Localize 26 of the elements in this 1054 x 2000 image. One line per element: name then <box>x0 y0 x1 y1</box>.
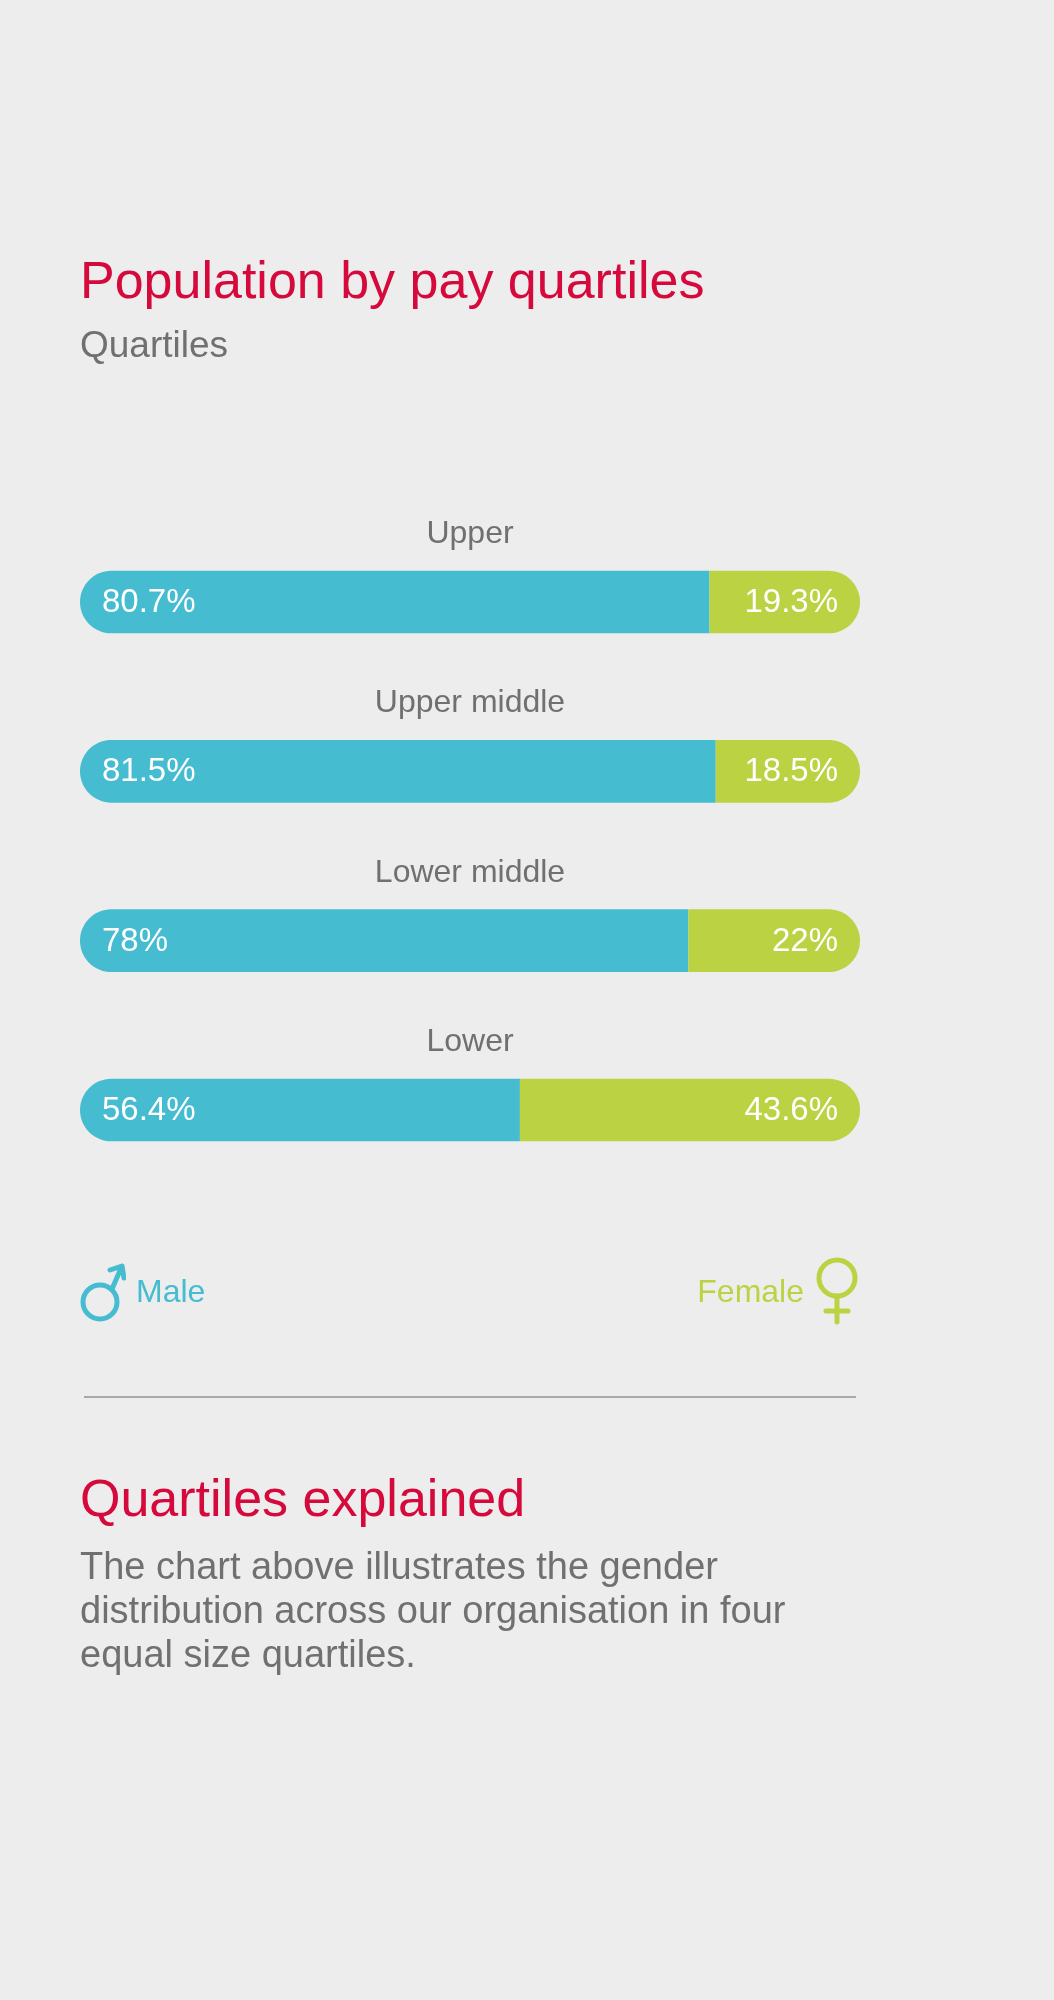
bar <box>80 570 710 634</box>
bar <box>715 740 860 803</box>
bar <box>709 570 860 634</box>
y-tick-label: Upper <box>426 514 514 550</box>
data-label: 78% <box>102 920 169 958</box>
chart-title: Population by pay quartiles <box>80 250 706 310</box>
y-tick-label: Lower <box>426 1022 514 1058</box>
bar <box>519 1078 860 1142</box>
data-label: 43.6% <box>744 1090 838 1127</box>
data-label: 80.7% <box>102 582 196 619</box>
bar <box>80 740 716 803</box>
y-tick-label: Lower middle <box>374 852 566 889</box>
bar <box>688 909 860 972</box>
bar <box>80 909 689 972</box>
data-label: 56.4% <box>102 1090 196 1127</box>
data-label: 22% <box>771 920 838 958</box>
text: Quartiles explained <box>80 1468 527 1528</box>
bar <box>80 1078 520 1142</box>
data-label: 18.5% <box>744 751 838 789</box>
legend-label: Male <box>136 1272 206 1310</box>
y-tick-label: Upper middle <box>374 683 566 720</box>
text: The chart above illustrates the gender distribution across our organisation in four equal size quartiles. <box>80 1544 787 1676</box>
data-label: 19.3% <box>744 582 838 619</box>
data-label: 81.5% <box>102 751 196 789</box>
text: Female <box>697 1272 804 1310</box>
chart-subtitle: Quartiles <box>80 324 230 366</box>
